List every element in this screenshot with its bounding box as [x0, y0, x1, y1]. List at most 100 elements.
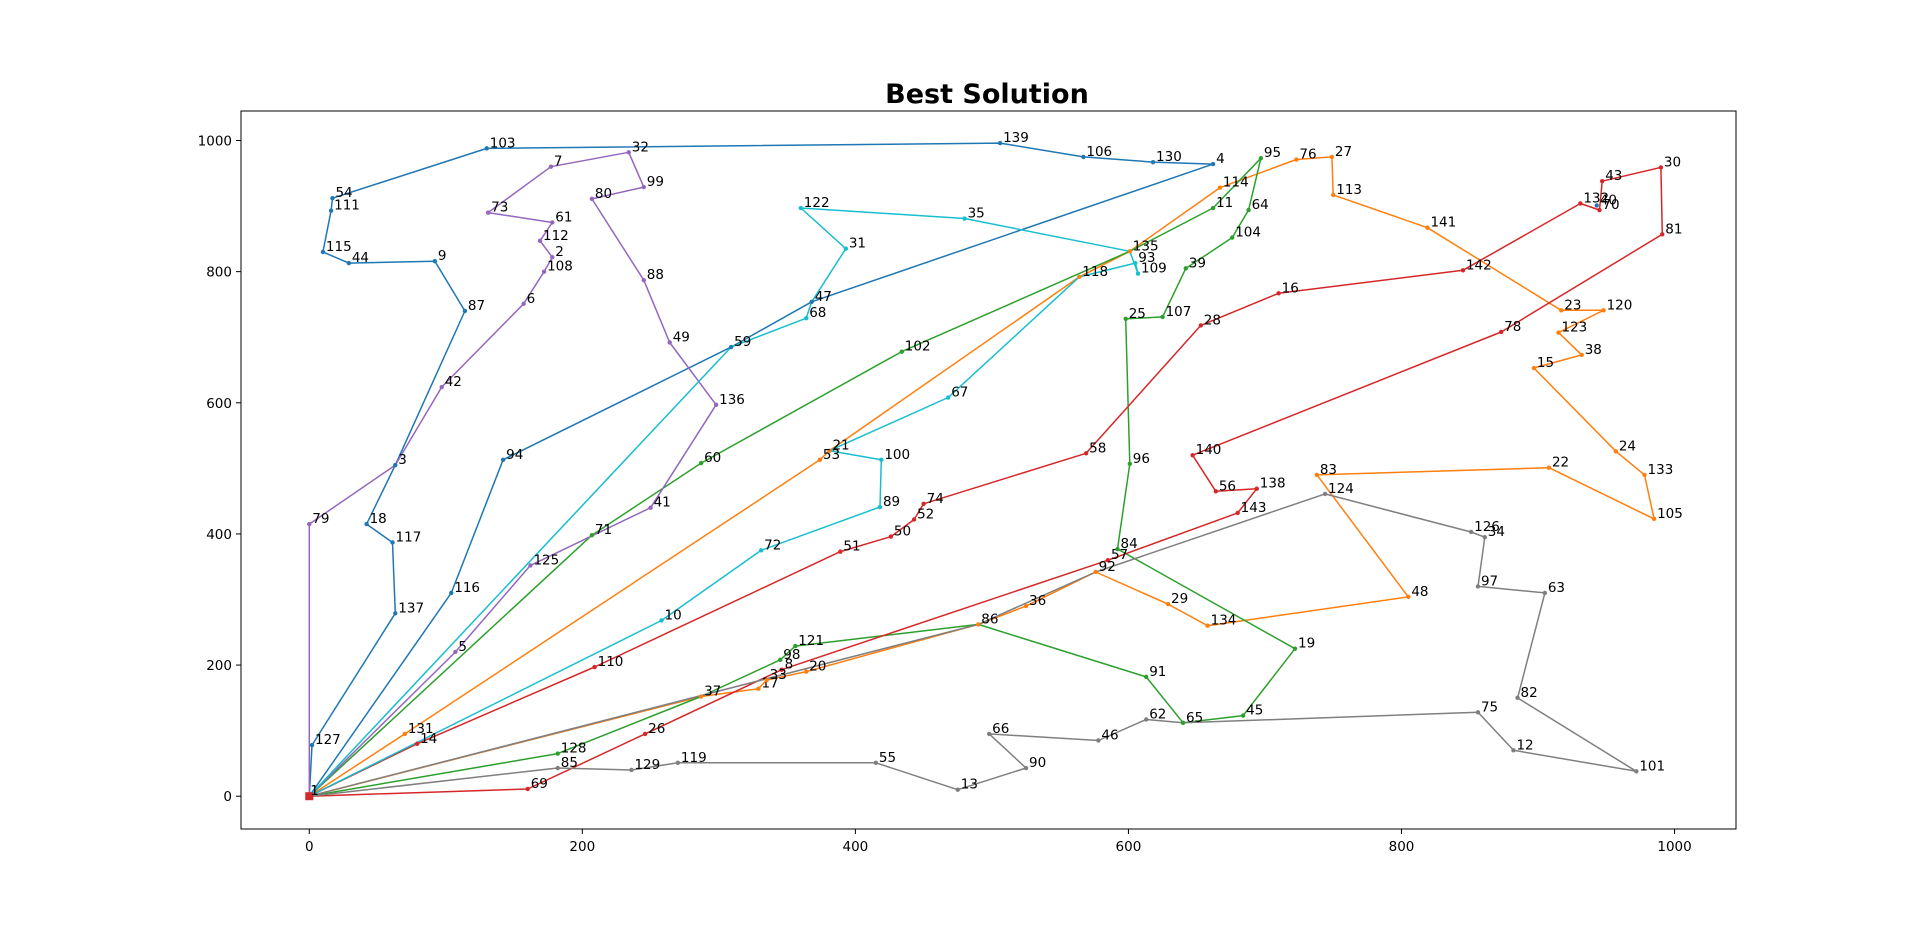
node-label: 96 [1133, 451, 1150, 467]
node-point [462, 308, 468, 314]
node-label: 72 [764, 537, 781, 553]
node-label: 65 [1186, 710, 1203, 726]
node-point [1160, 314, 1165, 320]
node-label: 136 [719, 392, 745, 408]
node-point [555, 765, 560, 771]
node-point [1658, 165, 1664, 170]
node-label: 9 [438, 248, 447, 264]
node-label: 125 [533, 552, 559, 568]
depot-marker [305, 792, 314, 801]
node-point [1651, 516, 1657, 522]
node-point [1546, 465, 1552, 470]
node-point [1135, 271, 1141, 276]
node-point [1198, 323, 1204, 328]
node-label: 89 [883, 494, 900, 510]
node-point [592, 664, 597, 670]
node-label: 74 [927, 491, 944, 507]
node-point [1460, 268, 1466, 273]
node-point [827, 448, 832, 453]
route-line-7 [308, 207, 1139, 797]
node-label: 51 [843, 539, 860, 555]
route-line-5 [308, 151, 717, 797]
node-point [1556, 330, 1561, 335]
node-label: 38 [1585, 342, 1602, 358]
node-point [346, 260, 352, 266]
node-point [1601, 308, 1606, 313]
node-label: 26 [648, 721, 665, 737]
node-point [521, 301, 526, 306]
node-point [756, 686, 761, 691]
node-point [1406, 594, 1411, 600]
node-point [758, 548, 764, 553]
node-label: 48 [1411, 584, 1428, 600]
node-label: 124 [1328, 481, 1354, 497]
route-line-4 [308, 166, 1664, 797]
node-point [1235, 510, 1240, 516]
node-label: 36 [1029, 593, 1046, 609]
node-label: 97 [1481, 573, 1498, 589]
node-point [1482, 535, 1487, 540]
node-label: 46 [1101, 727, 1118, 743]
node-label: 62 [1149, 706, 1166, 722]
node-label: 63 [1548, 580, 1565, 596]
node-label: 28 [1204, 312, 1221, 328]
node-point [888, 534, 894, 539]
node-label: 45 [1246, 703, 1263, 719]
node-point [1314, 472, 1320, 478]
node-label: 76 [1299, 147, 1316, 163]
node-label: 71 [595, 522, 612, 538]
node-point [1023, 603, 1029, 609]
node-point [1515, 695, 1520, 701]
node-point [728, 344, 734, 350]
node-label: 6 [527, 291, 536, 307]
node-label: 75 [1481, 699, 1498, 715]
node-label: 80 [595, 186, 612, 202]
node-point [879, 457, 884, 463]
node-label: 106 [1086, 144, 1112, 160]
node-label: 94 [506, 447, 523, 463]
node-label: 83 [1320, 462, 1337, 478]
node-point [309, 742, 315, 748]
node-point [997, 140, 1003, 146]
node-point [541, 269, 547, 274]
node-point [626, 150, 631, 155]
node-label: 73 [491, 200, 508, 216]
node-point [667, 340, 672, 345]
node-label: 7 [554, 154, 563, 170]
node-label: 121 [798, 633, 824, 649]
node-label: 90 [1029, 755, 1046, 771]
node-point [548, 164, 554, 169]
node-label: 120 [1607, 297, 1633, 313]
node-label: 21 [832, 438, 849, 454]
node-point [528, 563, 533, 568]
plot-area: 0 200 400 600 800 100002004006008001000234567… [198, 110, 1737, 855]
node-point [641, 184, 646, 190]
y-tick-label: 1000 [198, 134, 232, 150]
node-label: 87 [468, 298, 485, 314]
node-point [1294, 157, 1299, 162]
node-label: 29 [1171, 591, 1188, 607]
y-tick-label: 400 [206, 527, 232, 543]
node-label: 67 [951, 385, 968, 401]
node-point [484, 146, 489, 151]
node-point [809, 299, 814, 305]
node-point [1115, 546, 1120, 552]
node-label: 20 [809, 659, 826, 675]
node-point [629, 767, 634, 773]
node-point [500, 457, 506, 463]
node-point [537, 238, 543, 244]
node-label: 113 [1336, 182, 1362, 198]
node-label: 103 [490, 135, 516, 151]
node-label: 81 [1665, 221, 1682, 237]
node-label: 27 [1335, 144, 1352, 160]
node-label: 4 [1216, 151, 1225, 167]
node-point [589, 533, 595, 538]
node-label: 40 [1600, 192, 1617, 208]
node-label: 32 [632, 139, 649, 155]
node-label: 66 [992, 721, 1009, 737]
node-point [449, 590, 454, 596]
node-point [1594, 203, 1599, 208]
node-point [1246, 207, 1251, 213]
node-point [1150, 159, 1156, 165]
node-label: 31 [849, 236, 866, 252]
